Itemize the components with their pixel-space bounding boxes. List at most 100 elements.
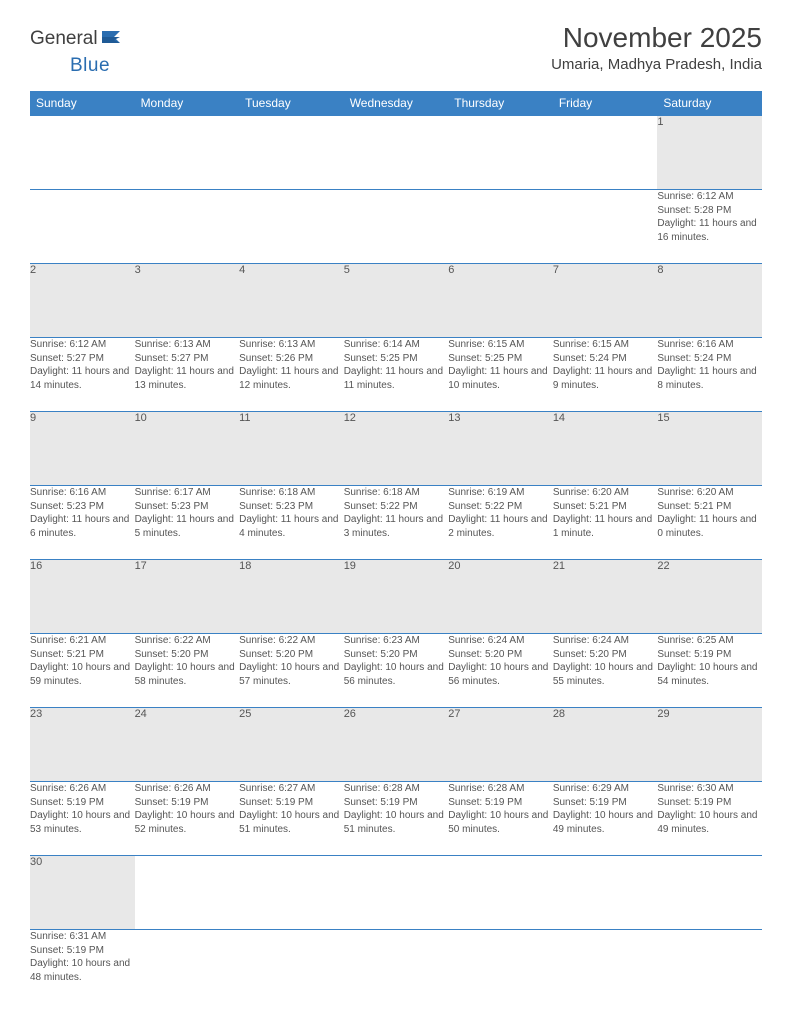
day-number-cell — [344, 856, 449, 930]
sunset-text: Sunset: 5:20 PM — [135, 648, 240, 662]
day-details-cell: Sunrise: 6:24 AMSunset: 5:20 PMDaylight:… — [448, 634, 553, 708]
sunrise-text: Sunrise: 6:29 AM — [553, 782, 658, 796]
flag-icon — [102, 29, 124, 50]
sunset-text: Sunset: 5:19 PM — [657, 796, 762, 810]
sunset-text: Sunset: 5:19 PM — [239, 796, 344, 810]
daylight-text: Daylight: 10 hours and 57 minutes. — [239, 661, 344, 688]
sunset-text: Sunset: 5:19 PM — [448, 796, 553, 810]
day-details-cell: Sunrise: 6:26 AMSunset: 5:19 PMDaylight:… — [135, 782, 240, 856]
day-number-cell: 22 — [657, 560, 762, 634]
details-row: Sunrise: 6:12 AMSunset: 5:28 PMDaylight:… — [30, 190, 762, 264]
day-number-cell — [30, 116, 135, 190]
day-number-cell: 18 — [239, 560, 344, 634]
daylight-text: Daylight: 10 hours and 58 minutes. — [135, 661, 240, 688]
daylight-text: Daylight: 10 hours and 50 minutes. — [448, 809, 553, 836]
daylight-text: Daylight: 11 hours and 5 minutes. — [135, 513, 240, 540]
daylight-text: Daylight: 11 hours and 6 minutes. — [30, 513, 135, 540]
sunrise-text: Sunrise: 6:25 AM — [657, 634, 762, 648]
day-number-cell: 13 — [448, 412, 553, 486]
sunrise-text: Sunrise: 6:24 AM — [448, 634, 553, 648]
sunrise-text: Sunrise: 6:28 AM — [344, 782, 449, 796]
day-details-cell: Sunrise: 6:31 AMSunset: 5:19 PMDaylight:… — [30, 930, 135, 1004]
logo: General — [30, 22, 126, 50]
sunset-text: Sunset: 5:23 PM — [239, 500, 344, 514]
sunset-text: Sunset: 5:25 PM — [344, 352, 449, 366]
daylight-text: Daylight: 10 hours and 54 minutes. — [657, 661, 762, 688]
sunset-text: Sunset: 5:20 PM — [344, 648, 449, 662]
sunset-text: Sunset: 5:21 PM — [30, 648, 135, 662]
daylight-text: Daylight: 11 hours and 13 minutes. — [135, 365, 240, 392]
sunset-text: Sunset: 5:23 PM — [30, 500, 135, 514]
day-number-cell: 14 — [553, 412, 658, 486]
sunset-text: Sunset: 5:27 PM — [30, 352, 135, 366]
day-details-cell — [553, 190, 658, 264]
logo-text-general: General — [30, 28, 98, 50]
day-number-cell: 5 — [344, 264, 449, 338]
daylight-text: Daylight: 11 hours and 12 minutes. — [239, 365, 344, 392]
day-number-cell: 23 — [30, 708, 135, 782]
sunrise-text: Sunrise: 6:12 AM — [30, 338, 135, 352]
day-number-cell: 26 — [344, 708, 449, 782]
day-number-cell: 11 — [239, 412, 344, 486]
sunrise-text: Sunrise: 6:24 AM — [553, 634, 658, 648]
sunrise-text: Sunrise: 6:22 AM — [135, 634, 240, 648]
daylight-text: Daylight: 11 hours and 8 minutes. — [657, 365, 762, 392]
day-number-cell — [344, 116, 449, 190]
day-number-cell: 15 — [657, 412, 762, 486]
day-number-cell: 16 — [30, 560, 135, 634]
day-details-cell: Sunrise: 6:27 AMSunset: 5:19 PMDaylight:… — [239, 782, 344, 856]
day-details-cell: Sunrise: 6:13 AMSunset: 5:26 PMDaylight:… — [239, 338, 344, 412]
details-row: Sunrise: 6:26 AMSunset: 5:19 PMDaylight:… — [30, 782, 762, 856]
day-details-cell: Sunrise: 6:17 AMSunset: 5:23 PMDaylight:… — [135, 486, 240, 560]
weekday-header: Wednesday — [344, 91, 449, 116]
day-number-cell: 19 — [344, 560, 449, 634]
day-details-cell: Sunrise: 6:26 AMSunset: 5:19 PMDaylight:… — [30, 782, 135, 856]
day-details-cell: Sunrise: 6:22 AMSunset: 5:20 PMDaylight:… — [135, 634, 240, 708]
daylight-text: Daylight: 11 hours and 14 minutes. — [30, 365, 135, 392]
day-number-cell — [239, 856, 344, 930]
sunrise-text: Sunrise: 6:15 AM — [553, 338, 658, 352]
daylight-text: Daylight: 11 hours and 10 minutes. — [448, 365, 553, 392]
day-details-cell — [448, 930, 553, 1004]
day-details-cell: Sunrise: 6:20 AMSunset: 5:21 PMDaylight:… — [553, 486, 658, 560]
sunset-text: Sunset: 5:20 PM — [239, 648, 344, 662]
day-number-cell: 6 — [448, 264, 553, 338]
sunrise-text: Sunrise: 6:13 AM — [135, 338, 240, 352]
day-number-cell: 9 — [30, 412, 135, 486]
sunset-text: Sunset: 5:20 PM — [448, 648, 553, 662]
sunset-text: Sunset: 5:19 PM — [135, 796, 240, 810]
sunrise-text: Sunrise: 6:31 AM — [30, 930, 135, 944]
sunset-text: Sunset: 5:24 PM — [553, 352, 658, 366]
day-number-cell: 17 — [135, 560, 240, 634]
sunset-text: Sunset: 5:26 PM — [239, 352, 344, 366]
day-number-cell: 27 — [448, 708, 553, 782]
daynum-row: 2345678 — [30, 264, 762, 338]
sunset-text: Sunset: 5:28 PM — [657, 204, 762, 218]
day-number-cell — [553, 116, 658, 190]
day-details-cell: Sunrise: 6:14 AMSunset: 5:25 PMDaylight:… — [344, 338, 449, 412]
daylight-text: Daylight: 11 hours and 1 minute. — [553, 513, 658, 540]
day-details-cell: Sunrise: 6:30 AMSunset: 5:19 PMDaylight:… — [657, 782, 762, 856]
daylight-text: Daylight: 11 hours and 9 minutes. — [553, 365, 658, 392]
weekday-row: SundayMondayTuesdayWednesdayThursdayFrid… — [30, 91, 762, 116]
day-number-cell: 8 — [657, 264, 762, 338]
day-number-cell — [657, 856, 762, 930]
daylight-text: Daylight: 11 hours and 4 minutes. — [239, 513, 344, 540]
sunset-text: Sunset: 5:21 PM — [553, 500, 658, 514]
daynum-row: 9101112131415 — [30, 412, 762, 486]
daylight-text: Daylight: 11 hours and 2 minutes. — [448, 513, 553, 540]
day-number-cell: 1 — [657, 116, 762, 190]
daynum-row: 1 — [30, 116, 762, 190]
weekday-header: Saturday — [657, 91, 762, 116]
weekday-header: Monday — [135, 91, 240, 116]
calendar-head: SundayMondayTuesdayWednesdayThursdayFrid… — [30, 91, 762, 116]
day-details-cell: Sunrise: 6:28 AMSunset: 5:19 PMDaylight:… — [448, 782, 553, 856]
sunset-text: Sunset: 5:24 PM — [657, 352, 762, 366]
day-details-cell — [657, 930, 762, 1004]
sunrise-text: Sunrise: 6:20 AM — [553, 486, 658, 500]
day-details-cell — [553, 930, 658, 1004]
daylight-text: Daylight: 11 hours and 11 minutes. — [344, 365, 449, 392]
day-number-cell — [135, 116, 240, 190]
sunrise-text: Sunrise: 6:22 AM — [239, 634, 344, 648]
daylight-text: Daylight: 11 hours and 16 minutes. — [657, 217, 762, 244]
